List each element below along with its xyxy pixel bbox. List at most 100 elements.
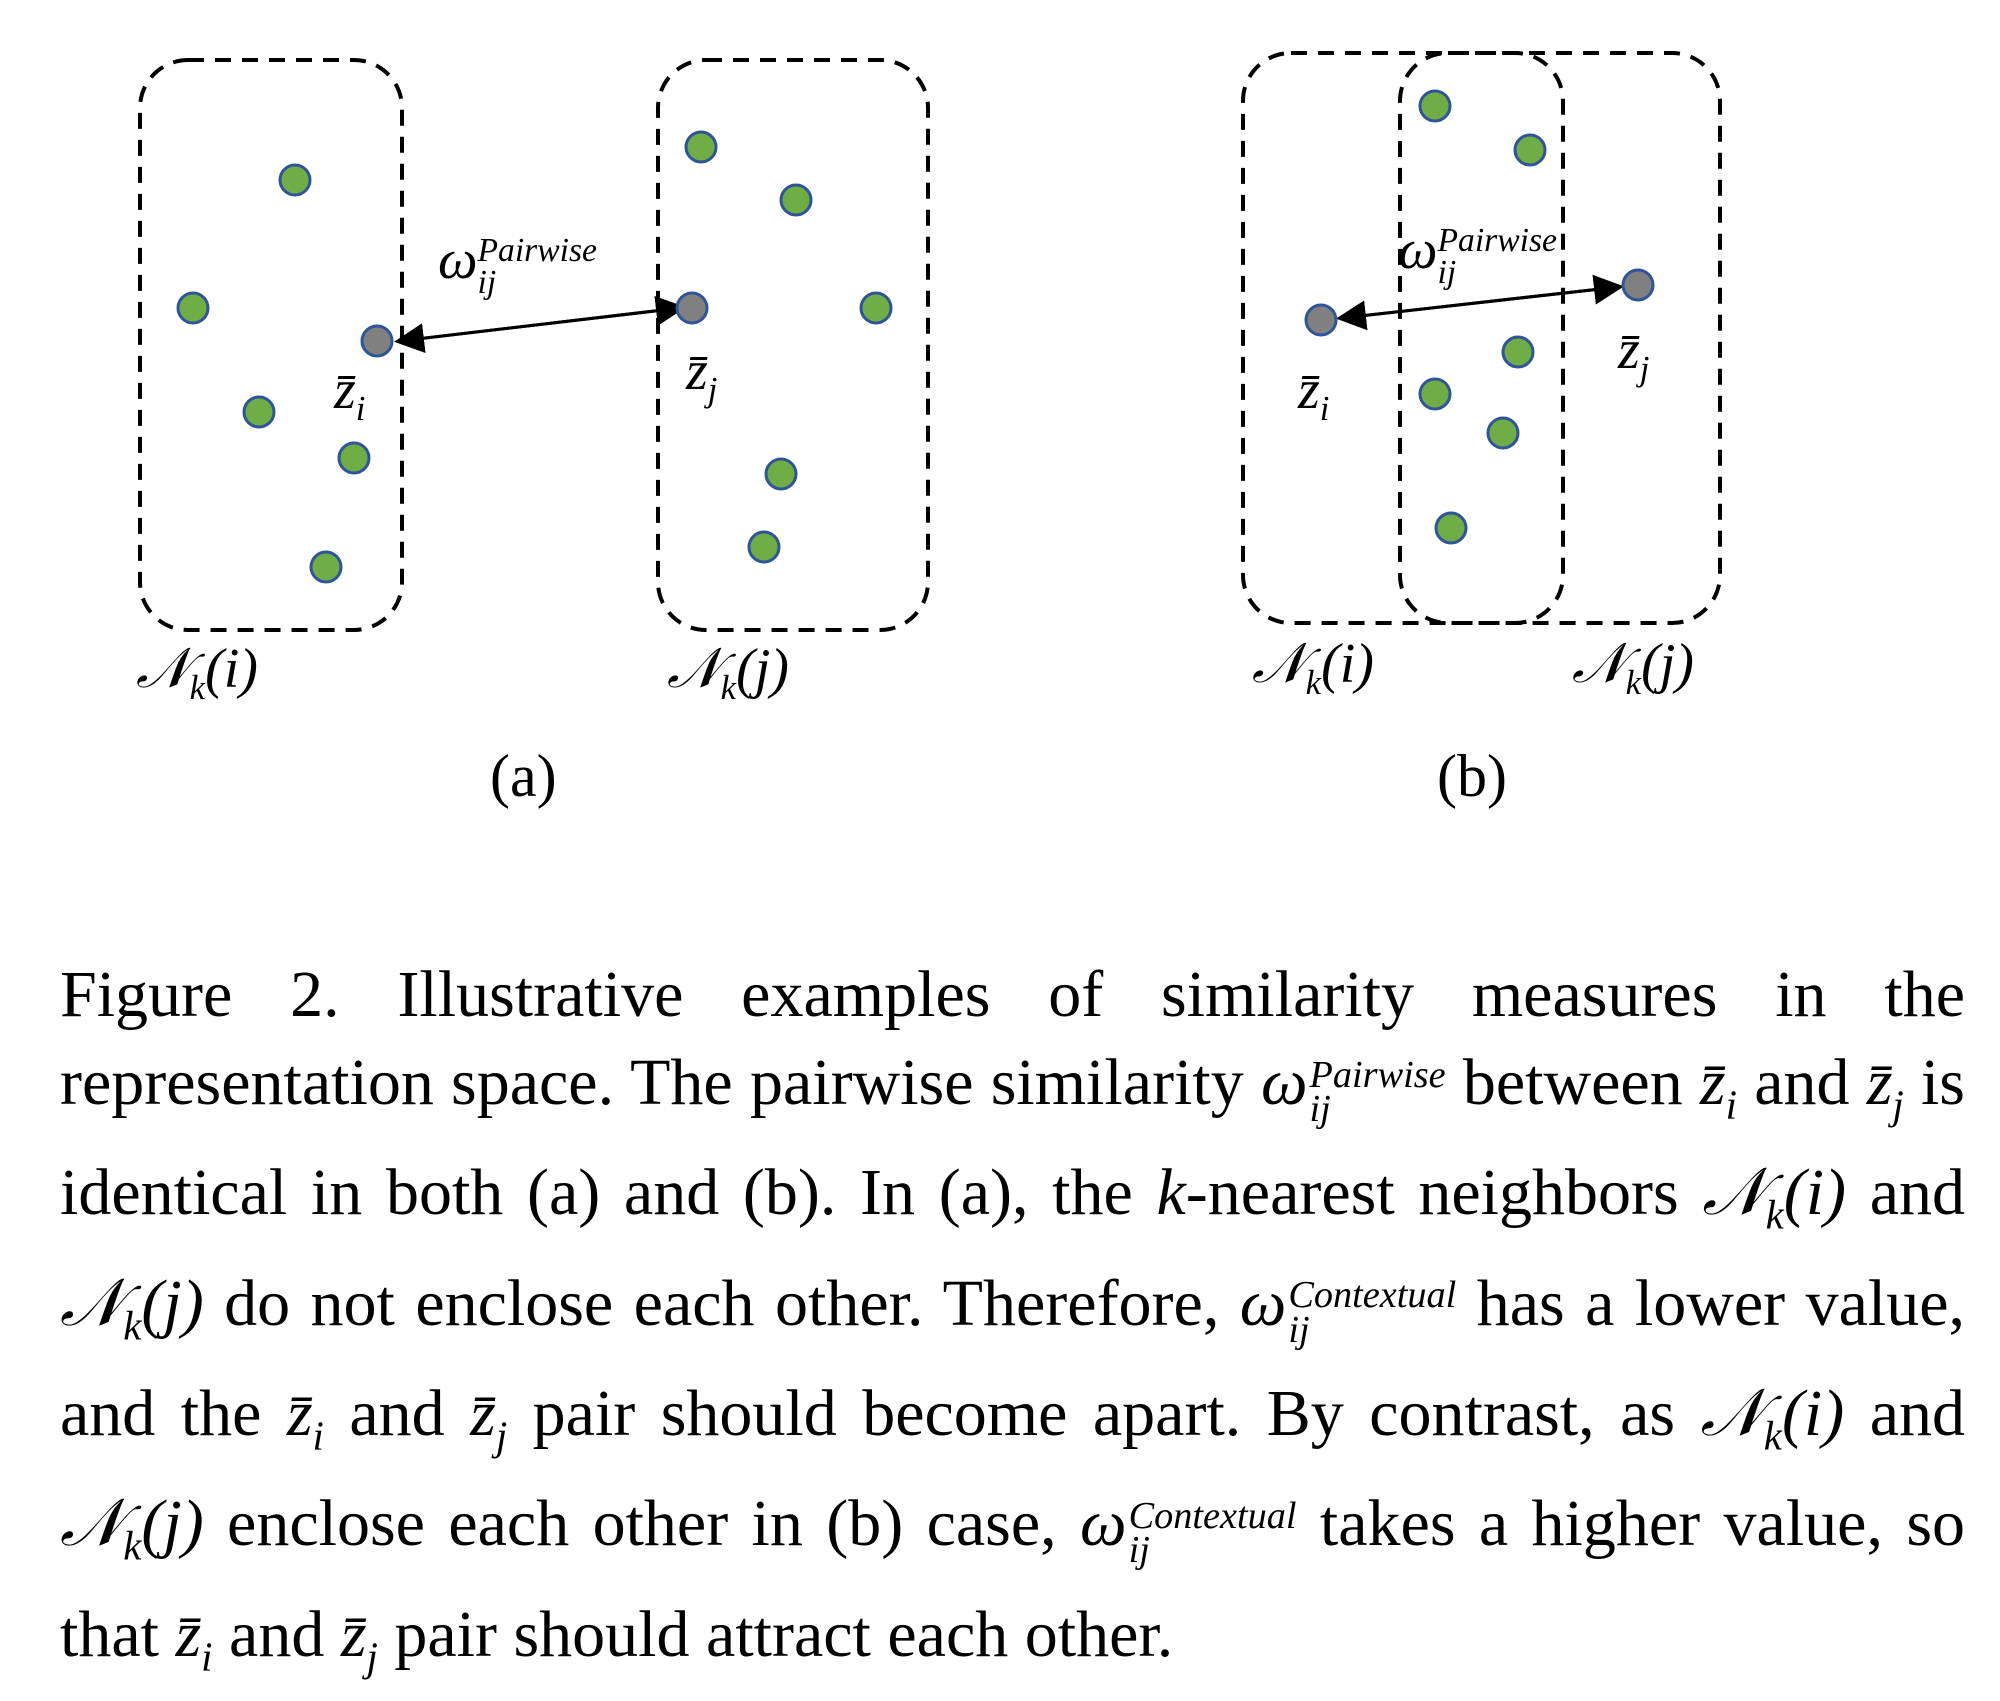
k-symbol: k — [1156, 1156, 1186, 1230]
zj-subscript: j — [366, 1633, 378, 1679]
neighbor-point — [859, 291, 893, 325]
zj-symbol: z̄ — [1618, 319, 1640, 381]
n-argument: (j) — [1641, 633, 1694, 695]
neighborhood-j-label-b: 𝒩k(j) — [1572, 636, 1694, 701]
omega-scripts: Pairwise ij — [1309, 1053, 1446, 1131]
omega-scripts: Contextual ij — [1288, 1274, 1457, 1351]
neighborhood-j-box — [1398, 51, 1722, 625]
neighborhood-i-label-b: 𝒩k(i) — [1252, 636, 1374, 701]
anchor-point-zj — [1621, 268, 1655, 302]
panel-a-diagram — [138, 58, 930, 632]
neighbor-point — [278, 163, 312, 197]
zj-subscript: j — [1639, 349, 1650, 389]
n-symbol: 𝒩 — [1572, 633, 1626, 695]
n-argument: (j) — [141, 1487, 204, 1561]
n-symbol: 𝒩 — [1700, 1376, 1764, 1450]
neighbor-point — [1486, 416, 1520, 450]
neighbor-points-a — [176, 130, 893, 584]
anchor-point-zi — [1304, 303, 1338, 337]
panel-b-diagram — [1241, 51, 1722, 625]
omega-superscript: Contextual — [1128, 1495, 1297, 1538]
zj-label-a: z̄j — [686, 343, 717, 408]
zj-symbol: z̄ — [340, 1597, 367, 1671]
n-subscript: k — [189, 668, 206, 708]
panel-b-caption: (b) — [1437, 743, 1507, 809]
neighbor-point — [1434, 511, 1468, 545]
omega-superscript: Pairwise — [1437, 222, 1557, 260]
zj-symbol: z̄ — [470, 1376, 496, 1450]
zi-symbol: z̄ — [1699, 1046, 1726, 1119]
n-subscript: k — [1305, 663, 1322, 703]
zi-subscript: i — [1319, 389, 1330, 429]
omega-superscript: Pairwise — [477, 232, 597, 270]
zj-subscript: j — [1892, 1082, 1904, 1128]
zi-symbol: z̄ — [175, 1597, 202, 1671]
omega-subscript: ij — [477, 264, 497, 302]
neighbor-point — [176, 291, 210, 325]
omega-subscript: ij — [1128, 1529, 1150, 1572]
omega-symbol: ω — [1398, 219, 1438, 281]
omega-label-a: ω Pairwise ij — [438, 232, 597, 299]
neighbor-point — [764, 457, 798, 491]
n-argument: (j) — [141, 1266, 204, 1340]
caption-text: pair should become apart. By contrast, a… — [507, 1376, 1701, 1450]
figure-drawing — [138, 51, 1722, 632]
n-symbol: 𝒩 — [1702, 1156, 1766, 1230]
neighbor-point — [747, 530, 781, 564]
neighbor-point — [337, 441, 371, 475]
zi-subscript: i — [201, 1633, 213, 1679]
caption-text: -nearest neighbors — [1185, 1156, 1703, 1230]
omega-scripts: Pairwise ij — [1437, 222, 1557, 292]
omega-symbol: ω — [1080, 1487, 1127, 1561]
omega-superscript: Contextual — [1288, 1274, 1457, 1317]
caption-text: is identical in both (a) and (b). In (a)… — [60, 1046, 1965, 1230]
n-symbol: 𝒩 — [60, 1266, 124, 1340]
zi-symbol: z̄ — [1298, 359, 1320, 421]
caption-text: do not enclose each other. Therefore, — [203, 1266, 1240, 1340]
omega-superscript: Pairwise — [1309, 1053, 1446, 1096]
omega-symbol: ω — [1239, 1266, 1287, 1340]
n-subscript: k — [123, 1523, 142, 1569]
neighborhood-j-label-a: 𝒩k(j) — [667, 641, 789, 706]
zi-label-a: z̄i — [334, 362, 365, 427]
n-subscript: k — [1763, 1413, 1782, 1459]
panel-a-caption: (a) — [490, 743, 557, 809]
n-argument: (i) — [1321, 633, 1374, 695]
pairwise-arrow-back — [1341, 274, 1624, 320]
figure-illustration: ω Pairwise ij z̄i z̄j 𝒩k(i) 𝒩k(j) (a) ω Pai… — [0, 0, 2000, 850]
caption-text: and — [1736, 1046, 1867, 1119]
omega-symbol: ω — [438, 229, 478, 291]
neighborhood-i-box — [1241, 51, 1565, 625]
figure-caption: Figure 2. Illustrative examples of simil… — [60, 951, 1965, 1701]
omega-symbol: ω — [1260, 1046, 1308, 1119]
n-subscript: k — [1625, 663, 1642, 703]
omega-subscript: ij — [1437, 254, 1457, 292]
n-subscript: k — [720, 668, 737, 708]
n-symbol: 𝒩 — [1252, 633, 1306, 695]
neighbor-point — [779, 183, 813, 217]
omega-subscript: ij — [1309, 1088, 1331, 1131]
caption-text: and — [323, 1376, 471, 1450]
omega-scripts: Contextual ij — [1128, 1495, 1297, 1572]
n-symbol: 𝒩 — [667, 638, 721, 700]
neighborhood-j-box — [656, 58, 930, 632]
caption-text: and — [1846, 1156, 1966, 1230]
zi-subscript: i — [1725, 1082, 1737, 1128]
anchor-point-zj — [675, 291, 709, 325]
zi-label-b: z̄i — [1298, 362, 1329, 427]
caption-text: Figure 2. Illustrative examples of simil… — [60, 958, 1965, 1119]
zj-subscript: j — [495, 1413, 508, 1459]
zi-subscript: i — [312, 1413, 324, 1459]
zj-symbol: z̄ — [1866, 1046, 1893, 1119]
zi-symbol: z̄ — [334, 359, 356, 421]
omega-label-b: ω Pairwise ij — [1398, 222, 1557, 289]
zj-label-b: z̄j — [1618, 322, 1649, 387]
zj-symbol: z̄ — [686, 340, 708, 402]
caption-text: and — [212, 1597, 341, 1671]
omega-subscript: ij — [1288, 1308, 1310, 1351]
zj-subscript: j — [707, 370, 718, 410]
caption-text: pair should attract each other. — [377, 1597, 1174, 1671]
n-argument: (j) — [736, 638, 789, 700]
caption-text: has a lower value, and the — [60, 1266, 1965, 1450]
n-symbol: 𝒩 — [136, 638, 190, 700]
